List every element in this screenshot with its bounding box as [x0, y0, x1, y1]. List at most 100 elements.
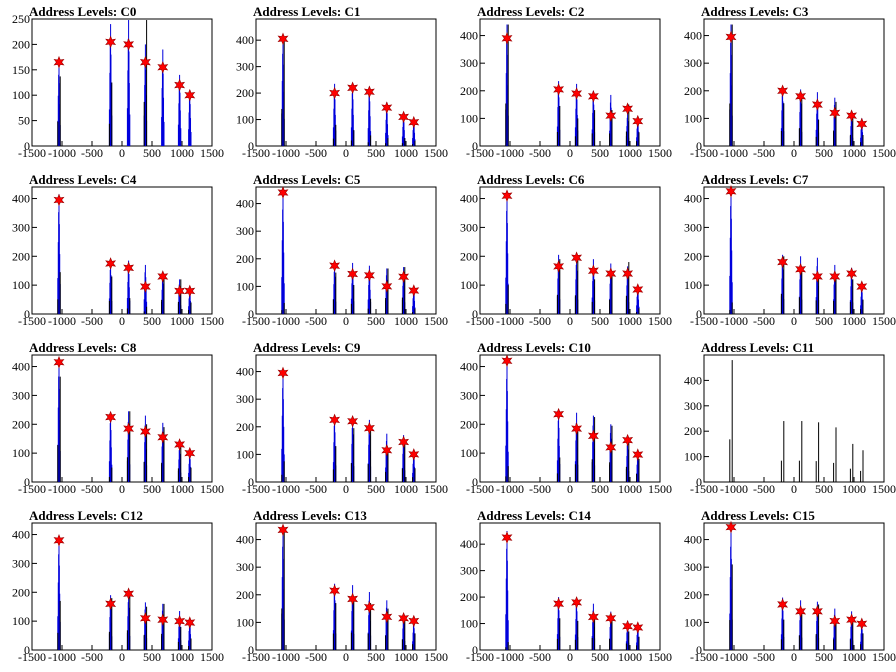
level-marker	[856, 617, 868, 631]
x-tick-label: 1500	[424, 146, 448, 160]
y-tick-label: 100	[236, 113, 254, 127]
x-tick-label: 1500	[424, 482, 448, 496]
x-tick-label: -500	[753, 314, 775, 328]
level-marker	[105, 35, 117, 49]
x-tick-label: 0	[119, 146, 125, 160]
x-tick-label: 1500	[424, 650, 448, 664]
y-tick-label: 0	[696, 139, 702, 153]
level-marker	[105, 257, 117, 270]
y-tick-label: 400	[684, 29, 702, 43]
level-marker	[347, 267, 359, 281]
x-tick-label: -1000	[272, 650, 300, 664]
x-tick-label: 1500	[424, 314, 448, 328]
histogram-panel-3: Address Levels: C3 0 100 200 300 400 -1500 -100…	[684, 4, 896, 160]
level-marker	[811, 98, 823, 111]
y-tick-label: 0	[472, 139, 478, 153]
level-marker	[829, 106, 841, 120]
y-tick-label: 400	[12, 360, 30, 374]
x-tick-label: -500	[753, 482, 775, 496]
x-tick-label: -1500	[242, 482, 270, 496]
y-tick-label: 400	[236, 365, 254, 379]
histogram-panel-9: Address Levels: C9 0 100 200 300 400 -1500 -100…	[236, 340, 448, 496]
histogram-panel-6: Address Levels: C6 0 100 200 300 400 -1500 -100…	[460, 172, 672, 328]
y-tick-label: 200	[12, 585, 30, 599]
level-marker	[398, 110, 410, 124]
level-marker	[501, 354, 513, 368]
level-marker	[105, 410, 117, 424]
x-tick-label: 1500	[648, 146, 672, 160]
chart-title: Address Levels: C15	[701, 508, 815, 523]
x-tick-label: -1500	[18, 314, 46, 328]
y-tick-label: 200	[236, 420, 254, 434]
y-tick-label: 100	[12, 614, 30, 628]
y-tick-label: 200	[12, 37, 30, 51]
level-marker	[139, 611, 151, 625]
level-marker	[363, 600, 375, 614]
y-tick-label: 300	[684, 56, 702, 70]
level-marker	[174, 438, 186, 451]
level-marker	[856, 280, 868, 293]
level-marker	[553, 407, 565, 421]
y-tick-label: 200	[236, 252, 254, 266]
chart-title: Address Levels: C13	[253, 508, 367, 523]
chart-title: Address Levels: C12	[29, 508, 143, 523]
level-marker	[501, 32, 513, 45]
level-marker	[553, 597, 565, 611]
y-tick-label: 0	[472, 643, 478, 657]
level-marker	[53, 193, 65, 207]
histogram-panel-4: Address Levels: C4 0 100 200 300 400 -1500 -100…	[12, 172, 224, 328]
x-tick-label: 1000	[170, 314, 194, 328]
x-tick-label: 1000	[842, 146, 866, 160]
x-tick-label: 500	[591, 650, 609, 664]
y-tick-label: 100	[460, 278, 478, 292]
level-marker	[846, 109, 858, 122]
x-tick-label: 1500	[200, 146, 224, 160]
y-tick-label: 0	[472, 307, 478, 321]
level-marker	[174, 284, 186, 298]
x-tick-label: 0	[119, 650, 125, 664]
chart-title: Address Levels: C8	[29, 340, 137, 355]
level-marker	[571, 422, 583, 435]
y-tick-label: 400	[684, 192, 702, 206]
chart-title: Address Levels: C6	[477, 172, 585, 187]
x-tick-label: -1500	[242, 314, 270, 328]
level-marker	[157, 613, 169, 626]
level-marker	[184, 616, 196, 629]
level-marker	[329, 413, 341, 427]
x-tick-label: -1000	[272, 314, 300, 328]
chart-title: Address Levels: C11	[701, 340, 814, 355]
y-tick-label: 400	[236, 33, 254, 47]
level-marker	[846, 613, 858, 626]
x-tick-label: 1000	[842, 314, 866, 328]
level-marker	[571, 596, 583, 609]
chart-title: Address Levels: C3	[701, 4, 809, 19]
y-tick-label: 200	[236, 588, 254, 602]
x-tick-label: -1500	[242, 146, 270, 160]
level-marker	[381, 443, 393, 457]
level-marker	[277, 366, 289, 380]
level-marker	[587, 610, 599, 624]
y-tick-label: 100	[236, 279, 254, 293]
x-tick-label: -1000	[496, 314, 524, 328]
chart-title: Address Levels: C9	[253, 340, 361, 355]
y-tick-label: 400	[460, 192, 478, 206]
level-marker	[856, 117, 868, 131]
y-tick-label: 300	[236, 224, 254, 238]
x-tick-label: 1000	[842, 482, 866, 496]
x-tick-label: -500	[305, 146, 327, 160]
level-marker	[605, 109, 617, 122]
x-tick-label: -500	[81, 650, 103, 664]
x-tick-label: 1500	[872, 146, 896, 160]
chart-title: Address Levels: C5	[253, 172, 361, 187]
level-marker	[184, 284, 196, 298]
x-tick-label: 1000	[618, 482, 642, 496]
y-tick-label: 300	[460, 388, 478, 402]
x-tick-label: -1500	[690, 650, 718, 664]
x-tick-label: -1500	[466, 146, 494, 160]
x-tick-label: -1500	[18, 146, 46, 160]
y-tick-label: 100	[460, 446, 478, 460]
x-tick-label: 500	[815, 650, 833, 664]
x-tick-label: -500	[753, 146, 775, 160]
level-marker	[277, 186, 289, 199]
